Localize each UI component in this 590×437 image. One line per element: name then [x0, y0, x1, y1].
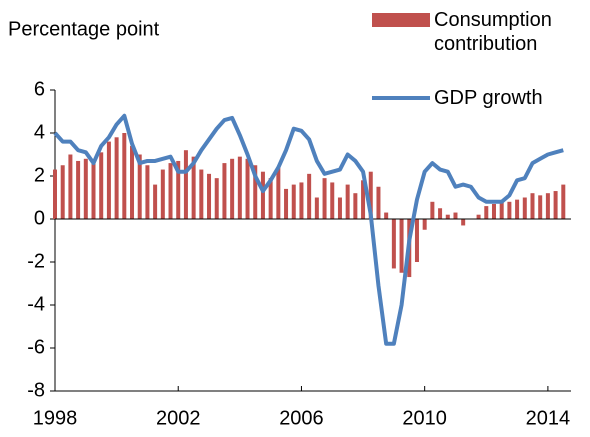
bar: [122, 133, 127, 219]
bar: [176, 160, 181, 219]
bar: [361, 180, 366, 219]
y-axis-label: Percentage point: [8, 18, 160, 40]
bar: [183, 150, 188, 219]
y-tick-label: -4: [27, 293, 45, 315]
legend-label: Consumption contribution: [434, 9, 552, 55]
y-tick-label: -8: [27, 379, 45, 401]
bar: [284, 188, 289, 219]
bar: [291, 184, 296, 219]
x-tick-label: 2002: [156, 407, 201, 429]
legend-swatch: [372, 13, 430, 27]
bar: [391, 219, 396, 269]
bar: [299, 182, 304, 219]
x-tick-label: 2014: [526, 407, 571, 429]
bar: [145, 165, 150, 219]
bar: [561, 184, 566, 219]
bar: [538, 195, 543, 219]
bar: [168, 163, 173, 219]
bar: [384, 212, 389, 219]
bar: [515, 199, 520, 219]
line: [53, 113, 564, 346]
y-tick-label: 4: [34, 121, 45, 143]
y-tick-label: 6: [34, 78, 45, 100]
bar: [322, 178, 327, 219]
bar: [222, 163, 227, 219]
bar: [199, 169, 204, 219]
bar: [545, 193, 550, 219]
bar: [307, 173, 312, 219]
bar: [430, 201, 435, 219]
bar: [230, 158, 235, 219]
legend-label: GDP growth: [434, 87, 543, 109]
bar: [368, 171, 373, 219]
bar: [99, 152, 104, 219]
x-tick-label: 1998: [33, 407, 78, 429]
bar: [160, 169, 165, 219]
bar: [91, 163, 96, 219]
x-tick-label: 2010: [402, 407, 447, 429]
bar: [353, 193, 358, 219]
bar: [476, 214, 481, 219]
bar: [414, 219, 419, 262]
bar: [530, 193, 535, 219]
bar: [491, 203, 496, 219]
bar: [337, 197, 342, 219]
bar: [445, 214, 450, 219]
bar: [60, 165, 65, 219]
bar: [268, 178, 273, 219]
bar: [553, 191, 558, 219]
bar: [191, 156, 196, 219]
bar: [53, 169, 57, 219]
x-tick-label: 2006: [279, 407, 324, 429]
bar: [237, 156, 242, 219]
bar: [422, 219, 427, 230]
bar: [522, 197, 527, 219]
bar: [484, 206, 489, 219]
bar: [276, 167, 281, 219]
bar: [207, 173, 212, 219]
y-tick-label: -2: [27, 250, 45, 272]
y-tick-label: -6: [27, 336, 45, 358]
bar: [330, 182, 335, 219]
bar: [106, 141, 111, 219]
bar: [260, 171, 265, 219]
bar: [83, 158, 88, 219]
bar: [438, 208, 443, 219]
bar: [499, 201, 504, 219]
bar: [314, 197, 319, 219]
bar: [214, 178, 219, 219]
y-tick-label: 0: [34, 207, 45, 229]
bar: [114, 137, 119, 219]
bar: [153, 184, 158, 219]
bar: [453, 212, 458, 219]
bar: [68, 154, 73, 219]
bar: [76, 160, 81, 219]
bar: [253, 165, 258, 219]
bar: [130, 145, 135, 219]
y-tick-label: 2: [34, 164, 45, 186]
bar: [345, 184, 350, 219]
bar: [507, 201, 512, 219]
bar: [245, 158, 250, 219]
bar: [461, 219, 466, 226]
bar: [137, 154, 142, 219]
bar: [399, 219, 404, 273]
bar: [376, 186, 381, 219]
